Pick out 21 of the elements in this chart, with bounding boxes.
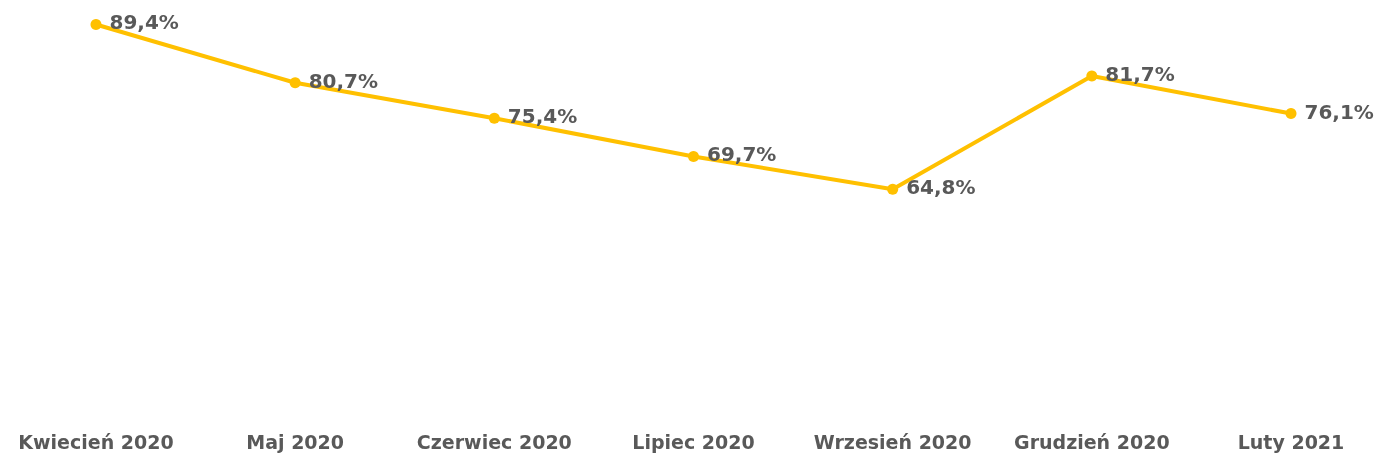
x-tick-label: Grudzień 2020: [1014, 430, 1170, 453]
point: [1285, 108, 1297, 120]
data-label: 76,1%: [1304, 99, 1374, 124]
point: [488, 112, 500, 124]
point: [1086, 70, 1098, 82]
data-label: 89,4%: [109, 10, 179, 35]
point: [90, 18, 102, 30]
point: [289, 77, 301, 89]
data-label: 75,4%: [507, 104, 578, 129]
x-tick-label: Wrzesień 2020: [813, 430, 972, 453]
x-tick-label: Kwiecień 2020: [18, 430, 174, 453]
point: [688, 150, 699, 162]
data-label: 81,7%: [1105, 62, 1175, 87]
x-tick-label: Luty 2021: [1237, 430, 1345, 453]
x-tick-label: Czerwiec 2020: [416, 430, 572, 453]
data-label: 69,7%: [707, 142, 777, 167]
data-label: 64,8%: [906, 175, 976, 200]
x-tick-label: Maj 2020: [246, 430, 345, 453]
x-tick-label: Lipiec 2020: [632, 430, 755, 453]
data-label: 80,7%: [308, 68, 379, 93]
point: [887, 183, 899, 195]
